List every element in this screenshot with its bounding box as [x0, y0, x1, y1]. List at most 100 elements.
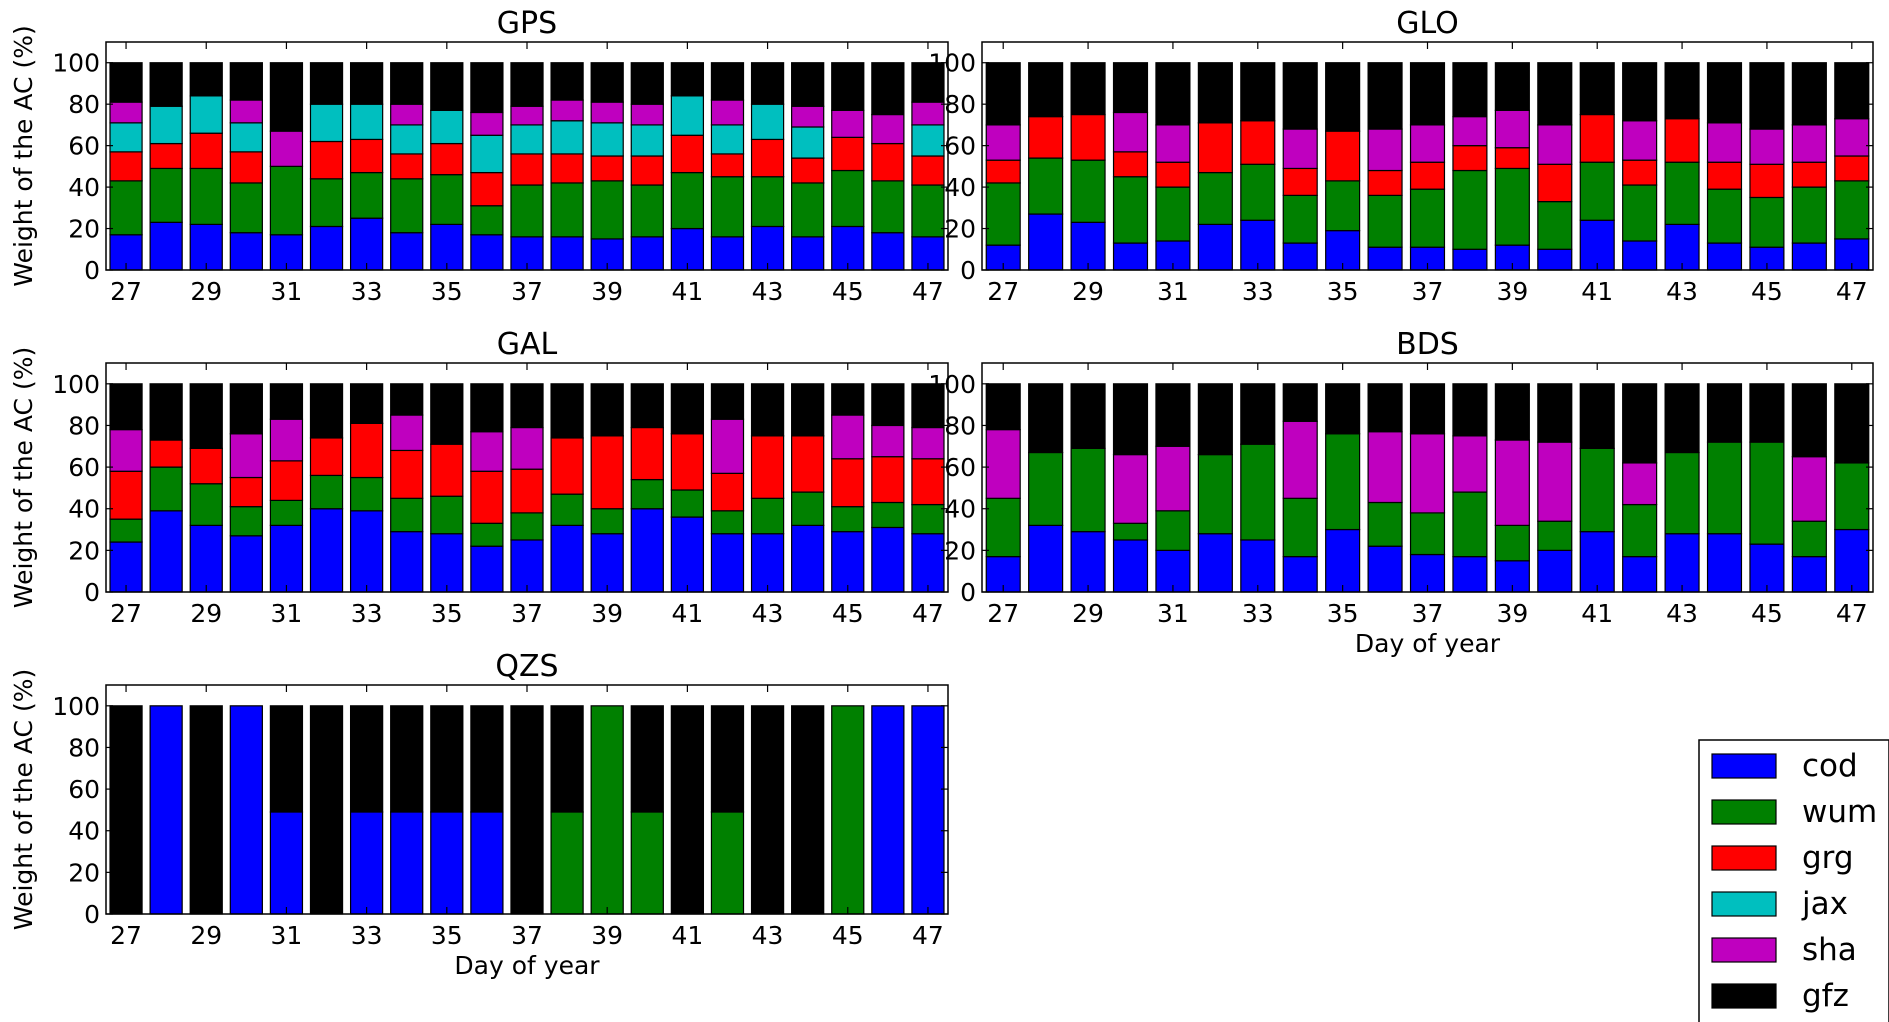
- bar-wum: [1664, 451, 1700, 535]
- bar-grg: [349, 422, 384, 479]
- bar-gfz: [390, 383, 424, 416]
- bar-cod: [309, 225, 344, 271]
- bar-sha: [710, 99, 745, 126]
- bar-cod: [1664, 223, 1700, 271]
- legend-frame: [1698, 739, 1889, 1022]
- bar-gfz: [269, 383, 304, 420]
- bar-cod: [1579, 531, 1615, 593]
- bar-wum: [109, 180, 143, 236]
- ytick-label: 100: [52, 692, 100, 721]
- bar-cod: [1325, 528, 1361, 593]
- bar-grg: [550, 437, 584, 495]
- bar-cod: [1367, 545, 1403, 593]
- bar-sha: [590, 101, 624, 124]
- bar-sha: [1791, 124, 1827, 163]
- bar-grg: [1452, 145, 1488, 172]
- bar-sha: [1622, 120, 1658, 161]
- xtick-label: 47: [1836, 277, 1868, 306]
- bar-wum: [1791, 520, 1827, 558]
- legend-label-grg: grg: [1802, 840, 1854, 876]
- bar-wum: [149, 466, 183, 512]
- bar-gfz: [590, 383, 624, 437]
- xtick-label: 43: [1666, 277, 1698, 306]
- bar-grg: [670, 433, 705, 491]
- bar-wum: [550, 493, 584, 526]
- bar-gfz: [1282, 383, 1318, 422]
- bar-wum: [1028, 157, 1064, 215]
- xtick-label: 27: [110, 921, 142, 950]
- bar-wum: [911, 184, 945, 238]
- bar-sha: [1367, 431, 1403, 504]
- subplot-bds: 0 20 40 60 80 100 27 29 31 33 35 37 39 41 43 45 47 BDS Day…: [928, 327, 1874, 658]
- bar-jax: [470, 134, 504, 174]
- bar-gfz: [269, 705, 304, 813]
- x-axis-label: Day of year: [1355, 629, 1501, 658]
- bar-wum: [871, 501, 905, 529]
- bar-gfz: [1197, 383, 1233, 456]
- bar-gfz: [470, 62, 504, 114]
- bar-gfz: [1622, 383, 1658, 464]
- bar-jax: [229, 122, 263, 153]
- bar-cod: [189, 524, 223, 593]
- bar-wum: [550, 182, 584, 238]
- bar-cod: [149, 705, 183, 915]
- bar-jax: [309, 103, 344, 143]
- bar-grg: [390, 153, 424, 180]
- subplot-title: BDS: [1396, 327, 1459, 362]
- subplot-gps: 0 20 40 60 80 100 27 29 31 33 35 37 39 41 43 45 47 GPS Wei…: [9, 6, 949, 306]
- ytick-label: 40: [68, 495, 100, 524]
- xtick-label: 33: [351, 277, 383, 306]
- bar-sha: [269, 418, 304, 462]
- bar-cod: [229, 232, 263, 271]
- bar-gfz: [1197, 62, 1233, 124]
- bar-wum: [985, 497, 1021, 558]
- bar-cod: [1834, 528, 1870, 593]
- bar-wum: [1325, 180, 1361, 232]
- bar-gfz: [229, 383, 263, 435]
- bar-gfz: [550, 62, 584, 101]
- xtick-label: 39: [591, 599, 623, 628]
- bar-gfz: [349, 62, 384, 105]
- bar-sha: [1622, 462, 1658, 506]
- ytick-label: 80: [944, 90, 976, 119]
- xtick-label: 37: [1412, 599, 1444, 628]
- bar-sha: [911, 101, 945, 126]
- bar-gfz: [470, 705, 504, 813]
- subplot-title: GLO: [1396, 6, 1459, 41]
- bar-cod: [1537, 248, 1573, 271]
- bar-gfz: [750, 705, 785, 915]
- bar-cod: [630, 508, 664, 593]
- bar-sha: [1155, 124, 1191, 163]
- bar-cod: [1282, 242, 1318, 271]
- bar-cod: [1452, 248, 1488, 271]
- bar-cod: [1112, 242, 1149, 271]
- bar-jax: [510, 124, 544, 155]
- bar-wum: [1579, 447, 1615, 533]
- bar-wum: [349, 476, 384, 512]
- bar-wum: [630, 478, 664, 510]
- xtick-label: 43: [1666, 599, 1698, 628]
- bar-wum: [349, 171, 384, 219]
- bar-gfz: [349, 705, 384, 813]
- bar-gfz: [390, 62, 424, 105]
- xtick-label: 37: [511, 599, 543, 628]
- bar-sha: [1367, 128, 1403, 172]
- legend: cod wum grg jax sha gfz: [1698, 739, 1889, 1022]
- bar-wum: [1834, 180, 1870, 240]
- legend-swatch-sha: [1711, 937, 1777, 963]
- bar-cod: [1282, 556, 1318, 593]
- bar-wum: [1197, 454, 1233, 535]
- bar-grg: [985, 159, 1021, 184]
- bar-wum: [229, 182, 263, 234]
- bar-cod: [1070, 221, 1106, 271]
- bar-grg: [430, 443, 464, 497]
- ytick-label: 0: [960, 578, 976, 607]
- ytick-label: 100: [52, 370, 100, 399]
- bar-gfz: [1579, 383, 1615, 449]
- xtick-label: 35: [1327, 599, 1359, 628]
- bar-wum: [630, 811, 664, 915]
- xtick-label: 27: [110, 277, 142, 306]
- bar-wum: [1325, 433, 1361, 531]
- bar-cod: [510, 539, 544, 593]
- bar-wum: [985, 182, 1021, 246]
